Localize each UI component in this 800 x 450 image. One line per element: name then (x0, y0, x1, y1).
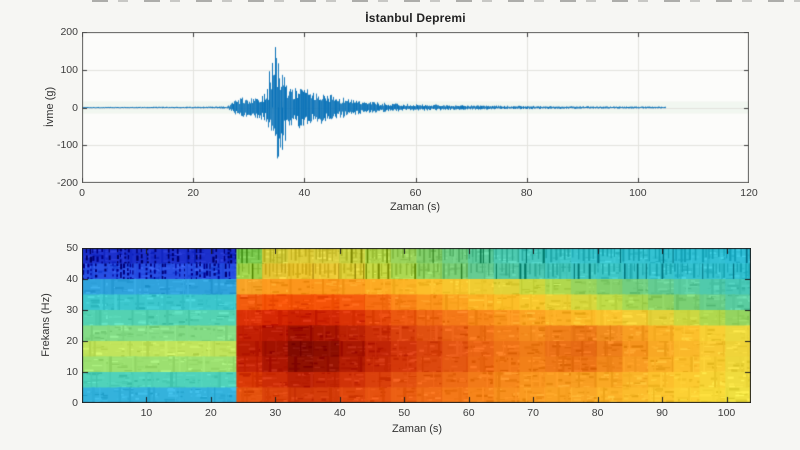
x-tick-label: 80 (520, 187, 533, 199)
x-tick-label: 70 (527, 407, 539, 419)
x-axis-label-acceleration: Zaman (s) (389, 201, 441, 213)
x-axis-label-spectrogram: Zaman (s) (391, 423, 443, 435)
x-tick-label: 50 (398, 407, 411, 419)
y-tick-label: 0 (72, 396, 78, 409)
y-tick-label: 20 (66, 334, 78, 347)
acceleration-plot (82, 32, 749, 183)
x-tick-label: 40 (298, 187, 311, 199)
x-tick-label: 100 (717, 407, 736, 419)
x-tick-label: 0 (79, 187, 85, 199)
x-tick-label: 120 (740, 187, 758, 199)
y-tick-label: 0 (72, 101, 78, 114)
top-edge-dashes (92, 0, 800, 2)
spectrogram-plot (82, 248, 751, 403)
y-axis-label-frequency: Frekans (Hz) (40, 293, 52, 357)
x-tick-label: 30 (269, 407, 282, 419)
x-tick-label: 60 (462, 407, 475, 419)
y-tick-label: 200 (60, 25, 78, 38)
x-tick-label: 20 (205, 407, 217, 419)
x-tick-label: 20 (187, 187, 199, 199)
y-tick-label: 10 (66, 365, 78, 378)
plot-title: İstanbul Depremi (365, 11, 466, 25)
x-tick-label: 80 (591, 407, 604, 419)
y-tick-label: 50 (66, 241, 78, 254)
x-tick-label: 100 (629, 187, 647, 199)
spectrogram-canvas (82, 248, 751, 403)
y-tick-label: 30 (66, 303, 78, 316)
y-tick-label: 100 (60, 63, 78, 76)
x-tick-label: 90 (656, 407, 668, 419)
x-tick-label: 40 (333, 407, 346, 419)
y-tick-label: 40 (66, 272, 78, 285)
x-tick-label: 60 (409, 187, 422, 199)
waveform-canvas (82, 32, 749, 183)
y-tick-label: -200 (56, 176, 78, 189)
y-axis-label-acceleration: İvme (g) (44, 86, 56, 128)
y-tick-label: -100 (56, 139, 78, 151)
x-tick-label: 10 (140, 407, 153, 419)
